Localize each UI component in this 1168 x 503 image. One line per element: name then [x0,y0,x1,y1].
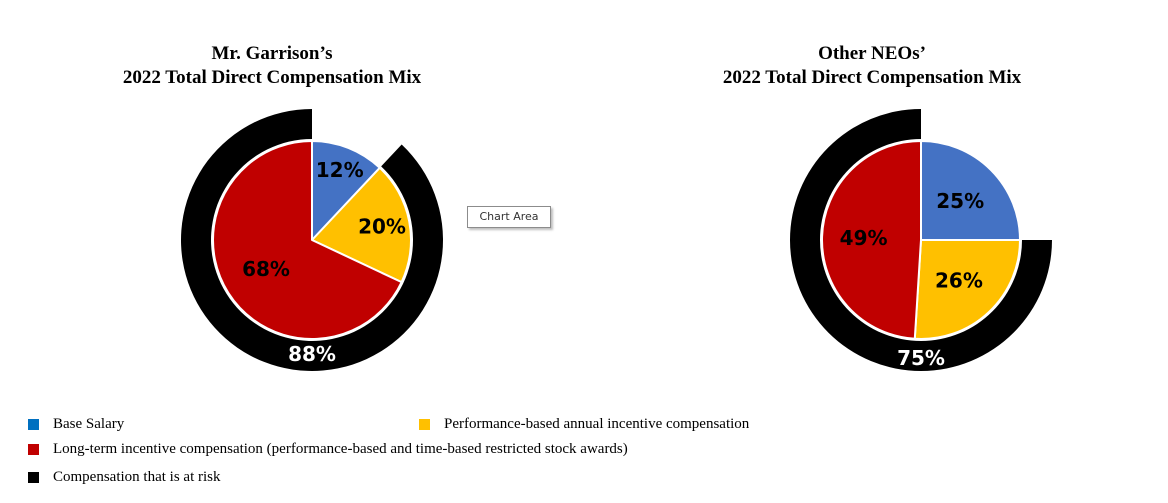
legend-item-long-term-incentive: Long-term incentive compensation (perfor… [28,439,628,459]
chart-title-line2: 2022 Total Direct Compensation Mix [722,67,1022,88]
slice-label: 25% [936,189,984,213]
pie-slice-base-salary[interactable] [311,140,381,241]
pie-slice-annual-incentive[interactable] [913,239,1021,340]
legend-item-base-salary: Base Salary [28,414,124,434]
chart-title-line1: Other NEOs’ [818,43,926,64]
pie-chart-garrison[interactable]: 12% 20% 68% 88% [181,109,443,372]
pie-slice-long-term-incentive[interactable] [821,140,922,340]
slice-label: 12% [316,158,364,182]
chart-title-garrison: Mr. Garrison’s 2022 Total Direct Compens… [62,42,482,90]
pie-slice-long-term-incentive[interactable] [212,140,403,340]
pie-slice-base-salary[interactable] [920,140,1021,241]
legend-label: Base Salary [53,415,125,432]
at-risk-label: 75% [897,346,945,370]
legend-label: Performance-based annual incentive compe… [444,415,750,432]
legend-swatch [28,471,39,483]
slice-label: 68% [242,257,290,281]
legend-swatch [28,443,39,455]
legend-label: Long-term incentive compensation (perfor… [53,440,628,457]
chart-area-tooltip: Chart Area [467,206,551,228]
legend-item-at-risk: Compensation that is at risk [28,467,220,487]
slice-label: 49% [840,226,888,250]
slice-label: 20% [358,215,406,239]
legend-swatch [419,418,430,430]
legend-item-annual-incentive: Performance-based annual incentive compe… [419,414,749,434]
pie-slice-annual-incentive[interactable] [311,166,412,284]
chart-title-other-neos: Other NEOs’ 2022 Total Direct Compensati… [662,42,1082,90]
pie-chart-other-neos[interactable]: 25% 26% 49% 75% [790,109,1052,371]
chart-title-line1: Mr. Garrison’s [211,43,333,64]
slice-label: 26% [935,268,983,292]
legend-swatch [28,418,39,430]
chart-title-line2: 2022 Total Direct Compensation Mix [122,67,422,88]
at-risk-label: 88% [288,342,336,366]
legend-label: Compensation that is at risk [53,468,221,485]
